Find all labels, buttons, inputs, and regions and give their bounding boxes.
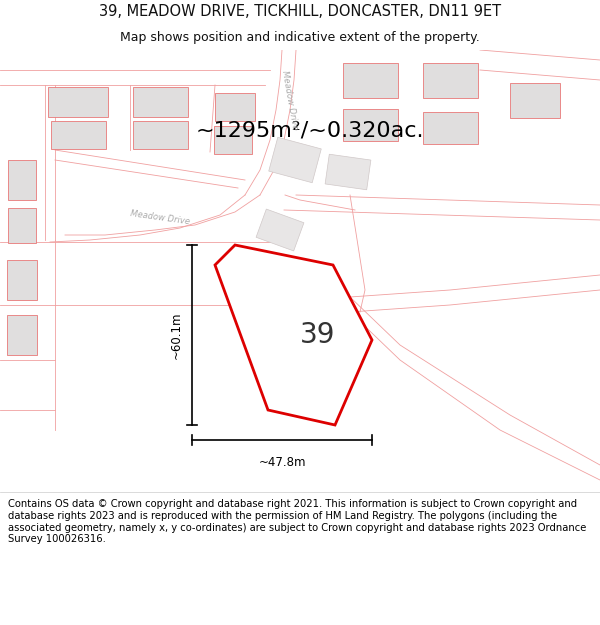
Bar	[133, 121, 187, 149]
Bar	[269, 138, 321, 182]
Text: ~1295m²/~0.320ac.: ~1295m²/~0.320ac.	[196, 120, 424, 140]
Bar	[7, 315, 37, 355]
Bar	[422, 112, 478, 144]
Bar	[50, 121, 106, 149]
Bar	[8, 208, 36, 242]
Bar	[256, 209, 304, 251]
Bar	[133, 87, 187, 117]
Text: Map shows position and indicative extent of the property.: Map shows position and indicative extent…	[120, 31, 480, 44]
Bar	[214, 126, 252, 154]
Polygon shape	[215, 245, 372, 425]
Text: Meadow Drive: Meadow Drive	[130, 209, 190, 227]
Bar	[343, 62, 398, 98]
Bar	[48, 87, 108, 117]
Bar	[8, 160, 36, 200]
Bar	[343, 109, 398, 141]
Bar	[325, 154, 371, 190]
Text: 39: 39	[300, 321, 336, 349]
Text: Contains OS data © Crown copyright and database right 2021. This information is : Contains OS data © Crown copyright and d…	[8, 499, 586, 544]
Text: ~47.8m: ~47.8m	[258, 456, 306, 469]
Bar	[510, 82, 560, 118]
Text: Meadow Drive: Meadow Drive	[280, 69, 299, 131]
Bar	[422, 62, 478, 98]
Bar	[215, 93, 255, 121]
Text: ~60.1m: ~60.1m	[170, 311, 182, 359]
Text: 39, MEADOW DRIVE, TICKHILL, DONCASTER, DN11 9ET: 39, MEADOW DRIVE, TICKHILL, DONCASTER, D…	[99, 4, 501, 19]
Bar	[7, 260, 37, 300]
